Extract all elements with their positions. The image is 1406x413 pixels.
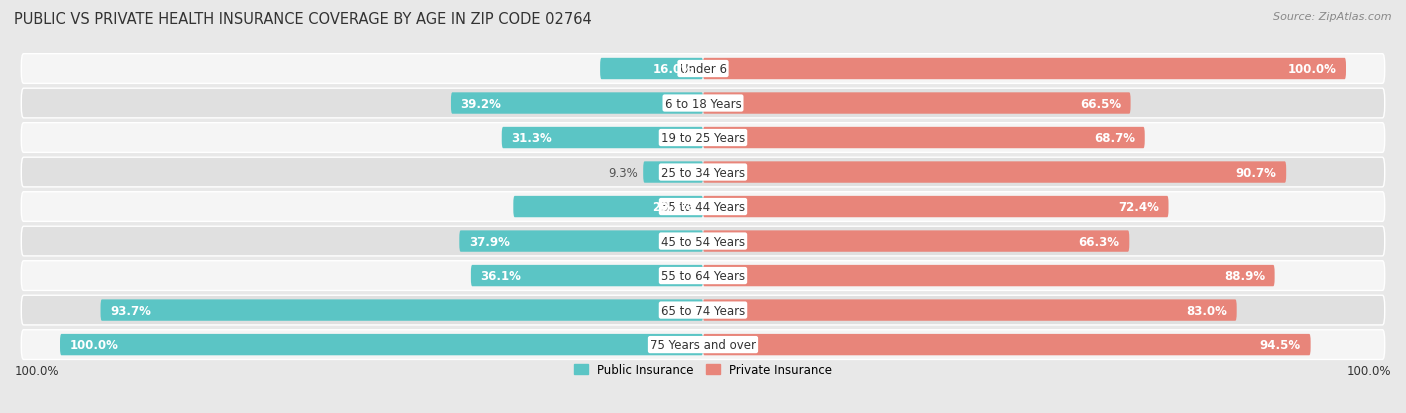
Text: PUBLIC VS PRIVATE HEALTH INSURANCE COVERAGE BY AGE IN ZIP CODE 02764: PUBLIC VS PRIVATE HEALTH INSURANCE COVER… — [14, 12, 592, 27]
Text: 16.0%: 16.0% — [652, 63, 693, 76]
FancyBboxPatch shape — [600, 59, 703, 80]
Text: 100.0%: 100.0% — [1347, 364, 1391, 377]
Text: 66.3%: 66.3% — [1078, 235, 1119, 248]
Text: 31.3%: 31.3% — [512, 132, 553, 145]
FancyBboxPatch shape — [21, 227, 1385, 256]
FancyBboxPatch shape — [703, 196, 1168, 218]
FancyBboxPatch shape — [513, 196, 703, 218]
Text: 72.4%: 72.4% — [1118, 201, 1159, 214]
FancyBboxPatch shape — [703, 128, 1144, 149]
FancyBboxPatch shape — [703, 59, 1346, 80]
FancyBboxPatch shape — [471, 265, 703, 287]
FancyBboxPatch shape — [451, 93, 703, 114]
FancyBboxPatch shape — [703, 300, 1237, 321]
Text: 35 to 44 Years: 35 to 44 Years — [661, 201, 745, 214]
Text: 9.3%: 9.3% — [609, 166, 638, 179]
FancyBboxPatch shape — [703, 265, 1275, 287]
Text: 83.0%: 83.0% — [1187, 304, 1227, 317]
Text: 100.0%: 100.0% — [1288, 63, 1336, 76]
Text: 100.0%: 100.0% — [15, 364, 59, 377]
Text: 55 to 64 Years: 55 to 64 Years — [661, 269, 745, 282]
Text: 25 to 34 Years: 25 to 34 Years — [661, 166, 745, 179]
Text: 19 to 25 Years: 19 to 25 Years — [661, 132, 745, 145]
Text: 45 to 54 Years: 45 to 54 Years — [661, 235, 745, 248]
Text: 29.5%: 29.5% — [652, 201, 693, 214]
Text: 90.7%: 90.7% — [1236, 166, 1277, 179]
Text: 66.5%: 66.5% — [1080, 97, 1121, 110]
Text: 36.1%: 36.1% — [481, 269, 522, 282]
Text: Under 6: Under 6 — [679, 63, 727, 76]
FancyBboxPatch shape — [703, 93, 1130, 114]
FancyBboxPatch shape — [21, 123, 1385, 153]
FancyBboxPatch shape — [21, 89, 1385, 119]
Text: 39.2%: 39.2% — [461, 97, 502, 110]
FancyBboxPatch shape — [460, 231, 703, 252]
Text: 93.7%: 93.7% — [110, 304, 150, 317]
Text: 6 to 18 Years: 6 to 18 Years — [665, 97, 741, 110]
FancyBboxPatch shape — [21, 330, 1385, 360]
FancyBboxPatch shape — [21, 192, 1385, 222]
FancyBboxPatch shape — [703, 162, 1286, 183]
FancyBboxPatch shape — [100, 300, 703, 321]
Legend: Public Insurance, Private Insurance: Public Insurance, Private Insurance — [569, 358, 837, 381]
Text: 100.0%: 100.0% — [70, 338, 118, 351]
Text: 75 Years and over: 75 Years and over — [650, 338, 756, 351]
Text: Source: ZipAtlas.com: Source: ZipAtlas.com — [1274, 12, 1392, 22]
FancyBboxPatch shape — [21, 158, 1385, 188]
FancyBboxPatch shape — [703, 334, 1310, 356]
FancyBboxPatch shape — [21, 55, 1385, 84]
FancyBboxPatch shape — [21, 261, 1385, 291]
FancyBboxPatch shape — [60, 334, 703, 356]
FancyBboxPatch shape — [502, 128, 703, 149]
Text: 88.9%: 88.9% — [1223, 269, 1265, 282]
Text: 68.7%: 68.7% — [1094, 132, 1135, 145]
FancyBboxPatch shape — [703, 231, 1129, 252]
Text: 94.5%: 94.5% — [1260, 338, 1301, 351]
Text: 37.9%: 37.9% — [470, 235, 510, 248]
FancyBboxPatch shape — [21, 296, 1385, 325]
FancyBboxPatch shape — [643, 162, 703, 183]
Text: 65 to 74 Years: 65 to 74 Years — [661, 304, 745, 317]
